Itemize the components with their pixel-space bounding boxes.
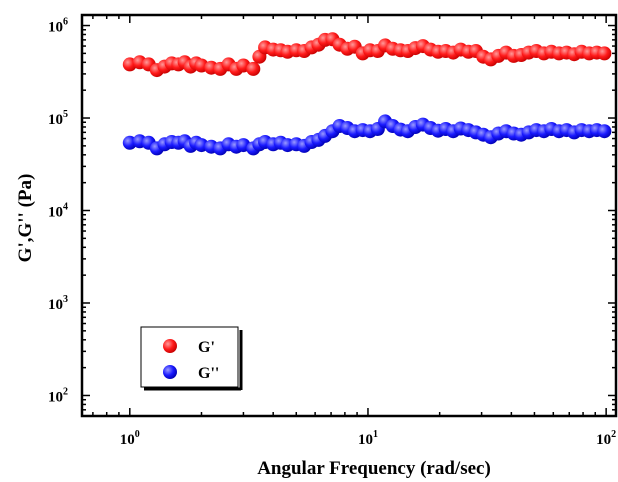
- x-axis-title: Angular Frequency (rad/sec): [257, 458, 491, 479]
- data-point-g-double-prime: [597, 124, 612, 139]
- legend-marker-g-double-prime: [163, 365, 177, 379]
- y-tick-label: 105: [48, 109, 68, 128]
- x-tick-label: 100: [120, 429, 140, 448]
- y-tick-label: 103: [48, 294, 68, 313]
- legend-label-g-double-prime: G'': [198, 365, 219, 382]
- plot-frame: [80, 13, 618, 418]
- legend-box: [140, 326, 239, 388]
- axes: [80, 13, 618, 418]
- y-tick-label: 104: [48, 202, 68, 221]
- x-tick-label: 101: [358, 429, 378, 448]
- data-points: [122, 32, 612, 156]
- x-tick-label: 102: [596, 429, 616, 448]
- y-tick-label: 102: [48, 386, 68, 405]
- legend-marker-g-prime: [163, 339, 177, 353]
- legend-label-g-prime: G': [198, 339, 215, 356]
- legend: G' G'': [140, 326, 243, 391]
- tick-labels: 100 101 102 102 103 104 105 106: [48, 17, 616, 448]
- data-point-g-prime: [597, 46, 612, 61]
- data-point-g-prime: [246, 61, 261, 76]
- y-axis-title: G',G'' (Pa): [15, 174, 36, 263]
- y-tick-label: 106: [48, 17, 68, 36]
